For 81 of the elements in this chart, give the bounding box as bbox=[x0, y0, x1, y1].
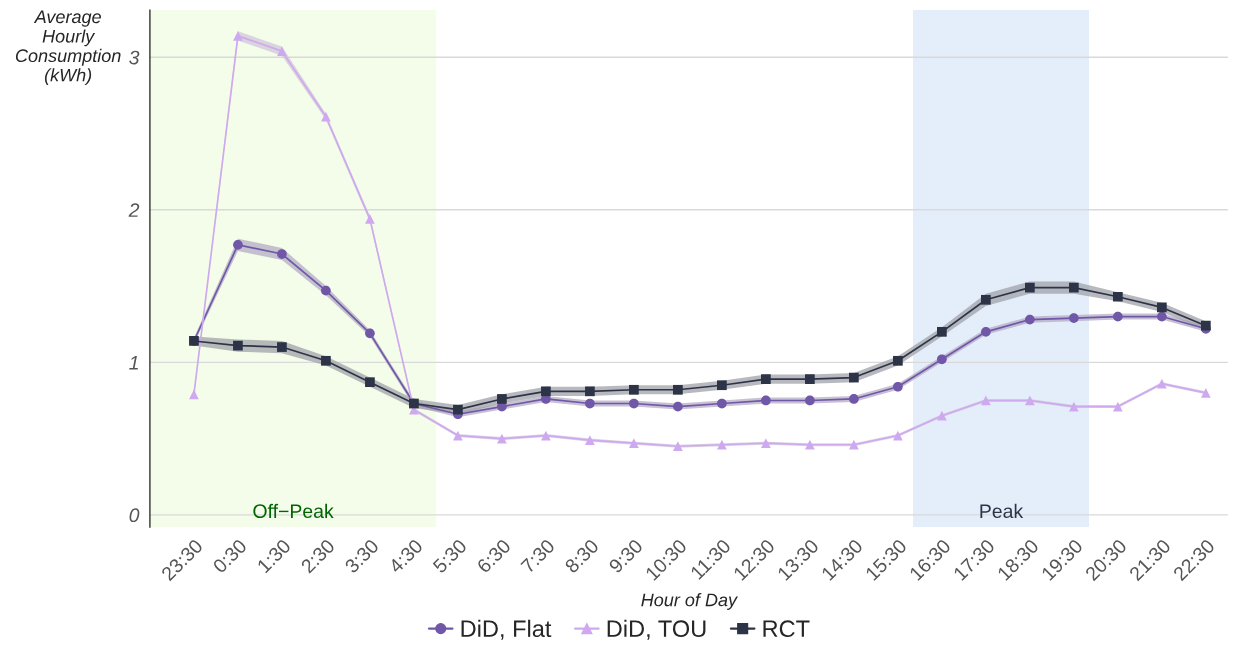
point bbox=[1025, 395, 1035, 406]
y-tick-label: 3 bbox=[129, 50, 140, 65]
point bbox=[1069, 401, 1079, 412]
point bbox=[189, 389, 199, 400]
x-tick-label: 0:30 bbox=[212, 538, 248, 574]
legend-label: DiD, TOU bbox=[607, 619, 706, 640]
point bbox=[981, 294, 991, 305]
y-tick-label: 1 bbox=[129, 356, 138, 370]
point bbox=[629, 438, 639, 449]
point bbox=[233, 240, 243, 250]
point bbox=[233, 31, 243, 41]
point bbox=[761, 438, 771, 449]
point bbox=[761, 374, 771, 384]
point bbox=[1112, 291, 1123, 302]
legend-label: DiD, Flat bbox=[461, 619, 552, 640]
point bbox=[453, 430, 463, 441]
point bbox=[277, 46, 287, 56]
point bbox=[673, 441, 683, 452]
x-tick-label: 1:30 bbox=[256, 538, 292, 574]
point bbox=[453, 404, 463, 415]
point bbox=[1156, 378, 1167, 389]
point bbox=[805, 374, 815, 384]
x-tick-label: 5:30 bbox=[432, 538, 468, 574]
point bbox=[277, 342, 287, 352]
point bbox=[1025, 314, 1035, 325]
point bbox=[893, 381, 903, 392]
point bbox=[541, 386, 551, 397]
point bbox=[981, 326, 991, 337]
x-tick-label: 4:30 bbox=[387, 538, 424, 575]
point bbox=[1069, 313, 1079, 323]
point bbox=[1156, 311, 1167, 322]
point bbox=[805, 395, 815, 406]
point bbox=[585, 386, 595, 397]
point bbox=[1112, 311, 1123, 322]
point bbox=[541, 430, 551, 441]
point bbox=[717, 380, 727, 391]
point bbox=[585, 398, 595, 409]
point bbox=[1156, 302, 1167, 313]
point bbox=[1025, 282, 1035, 293]
point bbox=[893, 430, 903, 441]
annotation: Peak bbox=[980, 503, 1024, 519]
y-tick-label: 2 bbox=[128, 203, 140, 217]
annotation: Off−Peak bbox=[253, 503, 334, 519]
point bbox=[849, 439, 859, 450]
point bbox=[629, 384, 639, 395]
point bbox=[585, 435, 595, 445]
point bbox=[717, 398, 727, 409]
point bbox=[937, 326, 947, 337]
point bbox=[717, 439, 727, 450]
point bbox=[365, 328, 375, 339]
point bbox=[629, 398, 639, 409]
point bbox=[365, 377, 375, 388]
point bbox=[673, 384, 683, 395]
point bbox=[673, 401, 683, 412]
x-tick-label: 8:30 bbox=[564, 538, 600, 574]
point bbox=[981, 395, 991, 406]
point bbox=[233, 340, 243, 351]
point bbox=[937, 410, 947, 421]
point bbox=[805, 439, 815, 450]
point bbox=[893, 355, 903, 366]
x-tick-label: 3:30 bbox=[344, 538, 380, 574]
point bbox=[321, 111, 331, 122]
y-axis-title: Average Hourly Consumption (kWh) bbox=[15, 10, 121, 86]
point bbox=[321, 355, 331, 366]
point bbox=[849, 372, 859, 383]
point bbox=[937, 354, 947, 365]
x-axis-title: Hour of Day bbox=[641, 593, 738, 610]
point bbox=[365, 214, 375, 224]
point bbox=[497, 394, 507, 404]
legend-label: RCT bbox=[763, 620, 810, 638]
point bbox=[849, 394, 859, 404]
y-tick-label: 0 bbox=[129, 508, 140, 523]
point bbox=[321, 285, 331, 296]
point bbox=[1200, 387, 1211, 398]
x-tick-label: 9:30 bbox=[608, 538, 644, 574]
x-tick-label: 6:30 bbox=[476, 538, 512, 574]
point bbox=[1069, 282, 1079, 293]
point bbox=[277, 249, 287, 259]
point bbox=[761, 395, 771, 406]
point bbox=[1112, 401, 1123, 412]
x-tick-label: 7:30 bbox=[520, 538, 556, 574]
